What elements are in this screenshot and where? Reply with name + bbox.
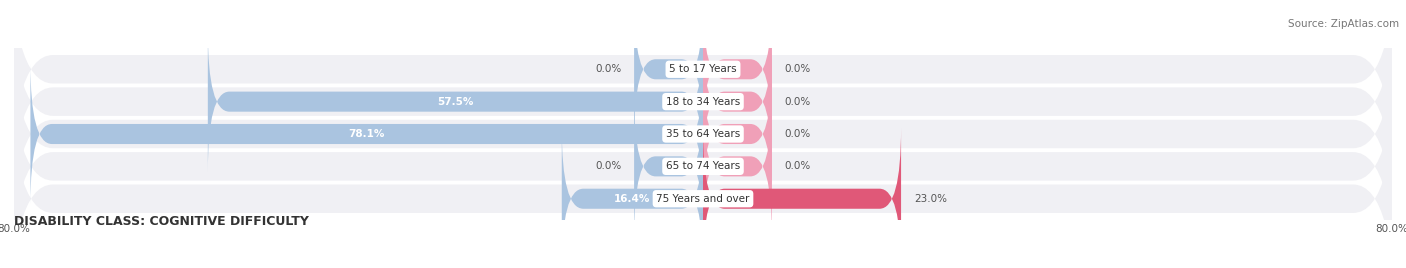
FancyBboxPatch shape (208, 31, 703, 173)
Text: Source: ZipAtlas.com: Source: ZipAtlas.com (1288, 19, 1399, 29)
FancyBboxPatch shape (703, 31, 772, 173)
FancyBboxPatch shape (703, 128, 901, 268)
Text: 23.0%: 23.0% (914, 194, 948, 204)
Text: 65 to 74 Years: 65 to 74 Years (666, 161, 740, 171)
FancyBboxPatch shape (703, 63, 772, 205)
Text: 16.4%: 16.4% (614, 194, 651, 204)
FancyBboxPatch shape (10, 51, 1396, 268)
FancyBboxPatch shape (634, 0, 703, 140)
Text: 75 Years and over: 75 Years and over (657, 194, 749, 204)
FancyBboxPatch shape (634, 95, 703, 237)
Text: 35 to 64 Years: 35 to 64 Years (666, 129, 740, 139)
FancyBboxPatch shape (31, 63, 703, 205)
Text: 0.0%: 0.0% (595, 161, 621, 171)
Text: 5 to 17 Years: 5 to 17 Years (669, 64, 737, 74)
FancyBboxPatch shape (703, 0, 772, 140)
Text: 78.1%: 78.1% (349, 129, 385, 139)
FancyBboxPatch shape (10, 0, 1396, 268)
FancyBboxPatch shape (10, 0, 1396, 249)
Text: 57.5%: 57.5% (437, 97, 474, 107)
Text: 18 to 34 Years: 18 to 34 Years (666, 97, 740, 107)
FancyBboxPatch shape (10, 19, 1396, 268)
Text: DISABILITY CLASS: COGNITIVE DIFFICULTY: DISABILITY CLASS: COGNITIVE DIFFICULTY (14, 215, 309, 228)
Text: 0.0%: 0.0% (785, 64, 811, 74)
FancyBboxPatch shape (10, 0, 1396, 217)
Text: 0.0%: 0.0% (785, 97, 811, 107)
FancyBboxPatch shape (562, 128, 703, 268)
FancyBboxPatch shape (703, 95, 772, 237)
Text: 0.0%: 0.0% (785, 129, 811, 139)
Text: 0.0%: 0.0% (785, 161, 811, 171)
Text: 0.0%: 0.0% (595, 64, 621, 74)
